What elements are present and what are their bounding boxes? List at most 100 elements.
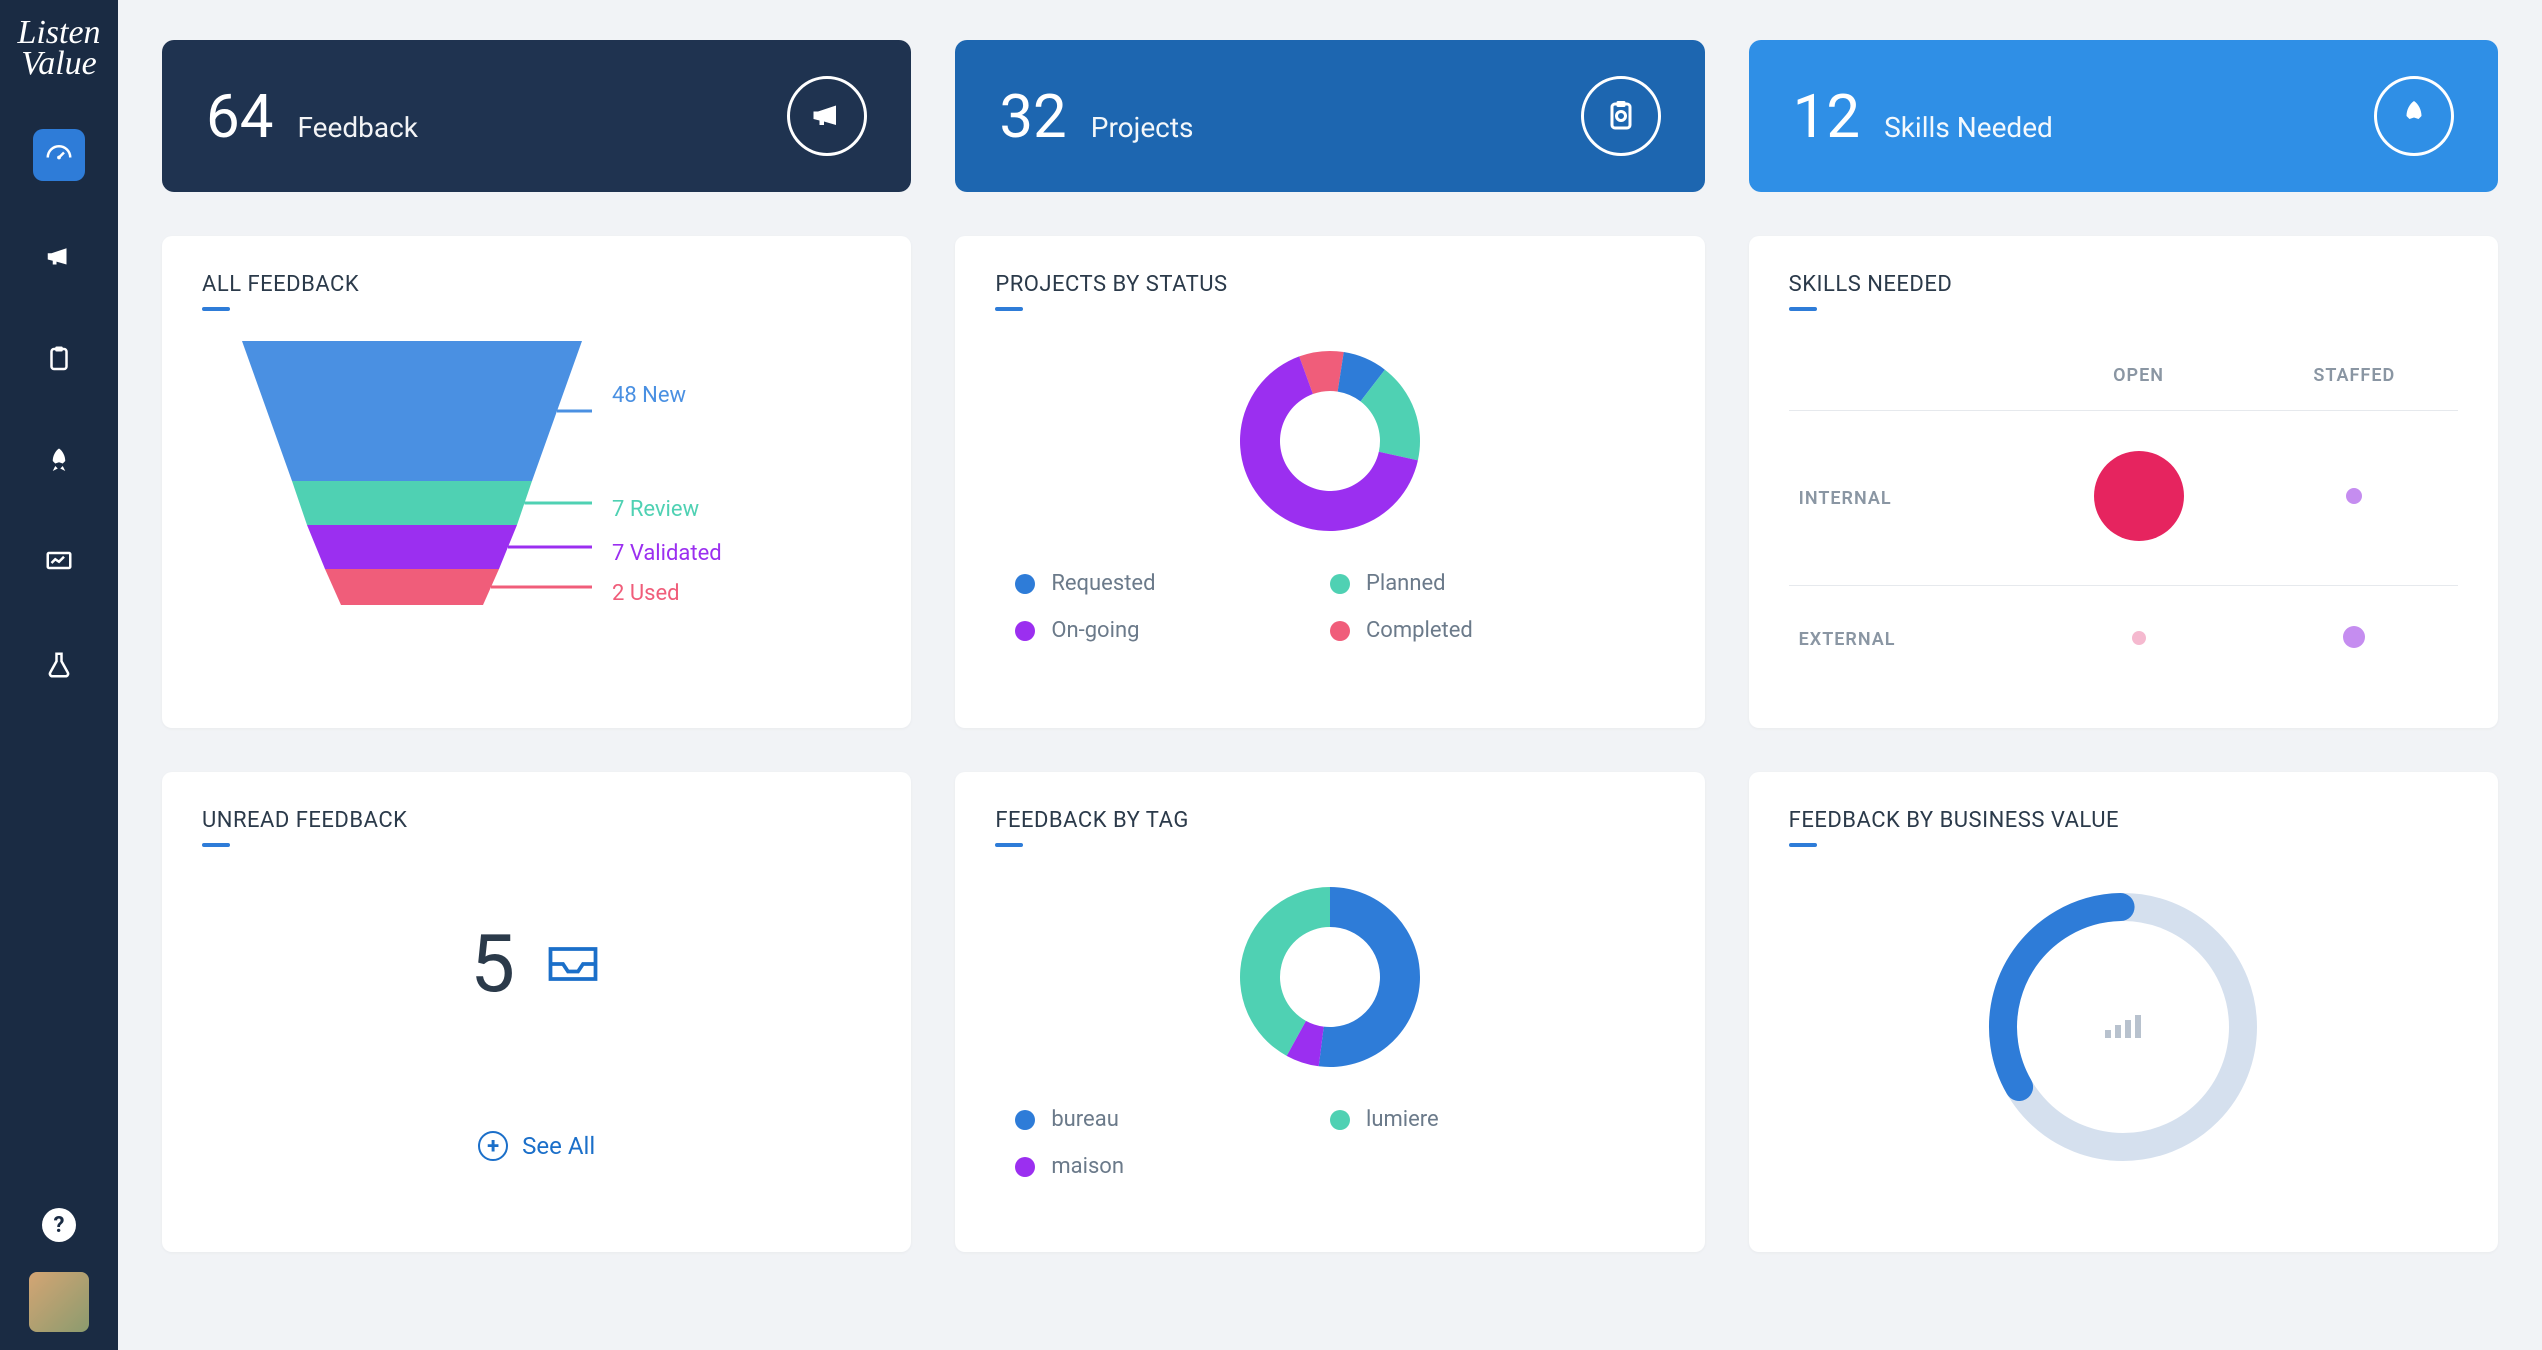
stat-skills-value: 12 [1793, 81, 1860, 152]
skills-cell [2027, 411, 2251, 586]
avatar[interactable] [29, 1272, 89, 1332]
funnel-label: 7 Validated [612, 541, 722, 566]
see-all-label: See All [522, 1132, 595, 1160]
card-row-2: UNREAD FEEDBACK 5 + See All FEEDBACK BY … [162, 772, 2498, 1252]
card-underline [995, 307, 1023, 311]
plus-icon: + [478, 1131, 508, 1161]
skills-col-open: OPEN [2027, 341, 2251, 411]
nav-analytics[interactable] [33, 537, 85, 589]
stat-feedback-card[interactable]: 64 Feedback [162, 40, 911, 192]
funnel-label: 7 Review [612, 497, 699, 522]
skills-col-staffed: STAFFED [2251, 341, 2458, 411]
stat-skills-card[interactable]: 12 Skills Needed [1749, 40, 2498, 192]
card-row-1: ALL FEEDBACK 48 New 7 Review 7 Validated 2 … [162, 236, 2498, 728]
nav-dashboard[interactable] [33, 129, 85, 181]
card-underline [1789, 843, 1817, 847]
tags-legend: bureau lumiere maison [995, 1107, 1664, 1179]
funnel-title: ALL FEEDBACK [202, 272, 871, 297]
legend-dot [1015, 574, 1035, 594]
legend-label: On-going [1051, 618, 1139, 643]
table-row: INTERNAL [1789, 411, 2458, 586]
logo: ListenValue [17, 18, 100, 79]
business-value-title: FEEDBACK BY BUSINESS VALUE [1789, 808, 2458, 833]
see-all-button[interactable]: + See All [202, 1131, 871, 1161]
legend-item: lumiere [1330, 1107, 1645, 1132]
main-content: 64 Feedback 32 Projects 12 S [118, 0, 2542, 1350]
funnel-chart [232, 341, 592, 641]
rocket-icon [2374, 76, 2454, 156]
bubble [2343, 626, 2365, 648]
stat-feedback-value: 64 [206, 81, 273, 152]
nav-projects[interactable] [33, 333, 85, 385]
table-row: EXTERNAL [1789, 586, 2458, 693]
nav [33, 129, 85, 691]
business-value-card: FEEDBACK BY BUSINESS VALUE [1749, 772, 2498, 1252]
legend-dot [1330, 621, 1350, 641]
stat-row: 64 Feedback 32 Projects 12 S [162, 40, 2498, 192]
funnel-labels: 48 New 7 Review 7 Validated 2 Used [572, 341, 792, 641]
legend-dot [1015, 1157, 1035, 1177]
bars-icon [2103, 1010, 2143, 1044]
stat-skills-label: Skills Needed [1884, 111, 2053, 144]
legend-label: Planned [1366, 571, 1446, 596]
legend-label: bureau [1051, 1107, 1119, 1132]
inbox-icon [543, 939, 603, 989]
projects-legend: Requested Planned On-going Completed [995, 571, 1664, 643]
projects-donut-chart [1230, 341, 1430, 541]
legend-item: Completed [1330, 618, 1645, 643]
skills-cell [2251, 411, 2458, 586]
skills-row-label: INTERNAL [1789, 411, 2027, 586]
skills-cell [2027, 586, 2251, 693]
rocket-icon [44, 446, 74, 476]
projects-status-card: PROJECTS BY STATUS Requested Planned On-go… [955, 236, 1704, 728]
legend-label: Requested [1051, 571, 1155, 596]
nav-lab[interactable] [33, 639, 85, 691]
presentation-icon [44, 548, 74, 578]
gauge-icon [44, 140, 74, 170]
stat-projects-value: 32 [999, 81, 1066, 152]
feedback-tag-card: FEEDBACK BY TAG bureau lumiere maison [955, 772, 1704, 1252]
skills-row-label: EXTERNAL [1789, 586, 2027, 693]
help-button[interactable]: ? [42, 1208, 76, 1242]
stat-feedback-label: Feedback [297, 111, 417, 144]
card-underline [1789, 307, 1817, 311]
legend-item: Planned [1330, 571, 1645, 596]
legend-dot [1330, 574, 1350, 594]
nav-skills[interactable] [33, 435, 85, 487]
clipboard-icon [1581, 76, 1661, 156]
card-underline [202, 307, 230, 311]
legend-label: Completed [1366, 618, 1473, 643]
megaphone-icon [787, 76, 867, 156]
clipboard-icon [44, 344, 74, 374]
legend-item: Requested [1015, 571, 1330, 596]
legend-label: lumiere [1366, 1107, 1439, 1132]
legend-item: maison [1015, 1154, 1330, 1179]
tags-donut-chart [1230, 877, 1430, 1077]
skills-card: SKILLS NEEDED OPEN STAFFED INTERNALEXTER… [1749, 236, 2498, 728]
legend-dot [1330, 1110, 1350, 1130]
stat-projects-label: Projects [1091, 111, 1194, 144]
funnel-card: ALL FEEDBACK 48 New 7 Review 7 Validated 2 … [162, 236, 911, 728]
skills-cell [2251, 586, 2458, 693]
unread-card: UNREAD FEEDBACK 5 + See All [162, 772, 911, 1252]
projects-status-title: PROJECTS BY STATUS [995, 272, 1664, 297]
legend-item: bureau [1015, 1107, 1330, 1132]
stat-projects-card[interactable]: 32 Projects [955, 40, 1704, 192]
legend-label: maison [1051, 1154, 1124, 1179]
bubble [2346, 488, 2362, 504]
bubble [2132, 631, 2146, 645]
skills-table: OPEN STAFFED INTERNALEXTERNAL [1789, 341, 2458, 692]
flask-icon [44, 650, 74, 680]
nav-feedback[interactable] [33, 231, 85, 283]
feedback-tag-title: FEEDBACK BY TAG [995, 808, 1664, 833]
card-underline [202, 843, 230, 847]
legend-dot [1015, 621, 1035, 641]
unread-title: UNREAD FEEDBACK [202, 808, 871, 833]
funnel-label: 48 New [612, 383, 686, 408]
card-underline [995, 843, 1023, 847]
funnel-label: 2 Used [612, 581, 680, 606]
megaphone-icon [44, 242, 74, 272]
skills-title: SKILLS NEEDED [1789, 272, 2458, 297]
unread-value: 5 [470, 917, 515, 1011]
bubble [2094, 451, 2184, 541]
